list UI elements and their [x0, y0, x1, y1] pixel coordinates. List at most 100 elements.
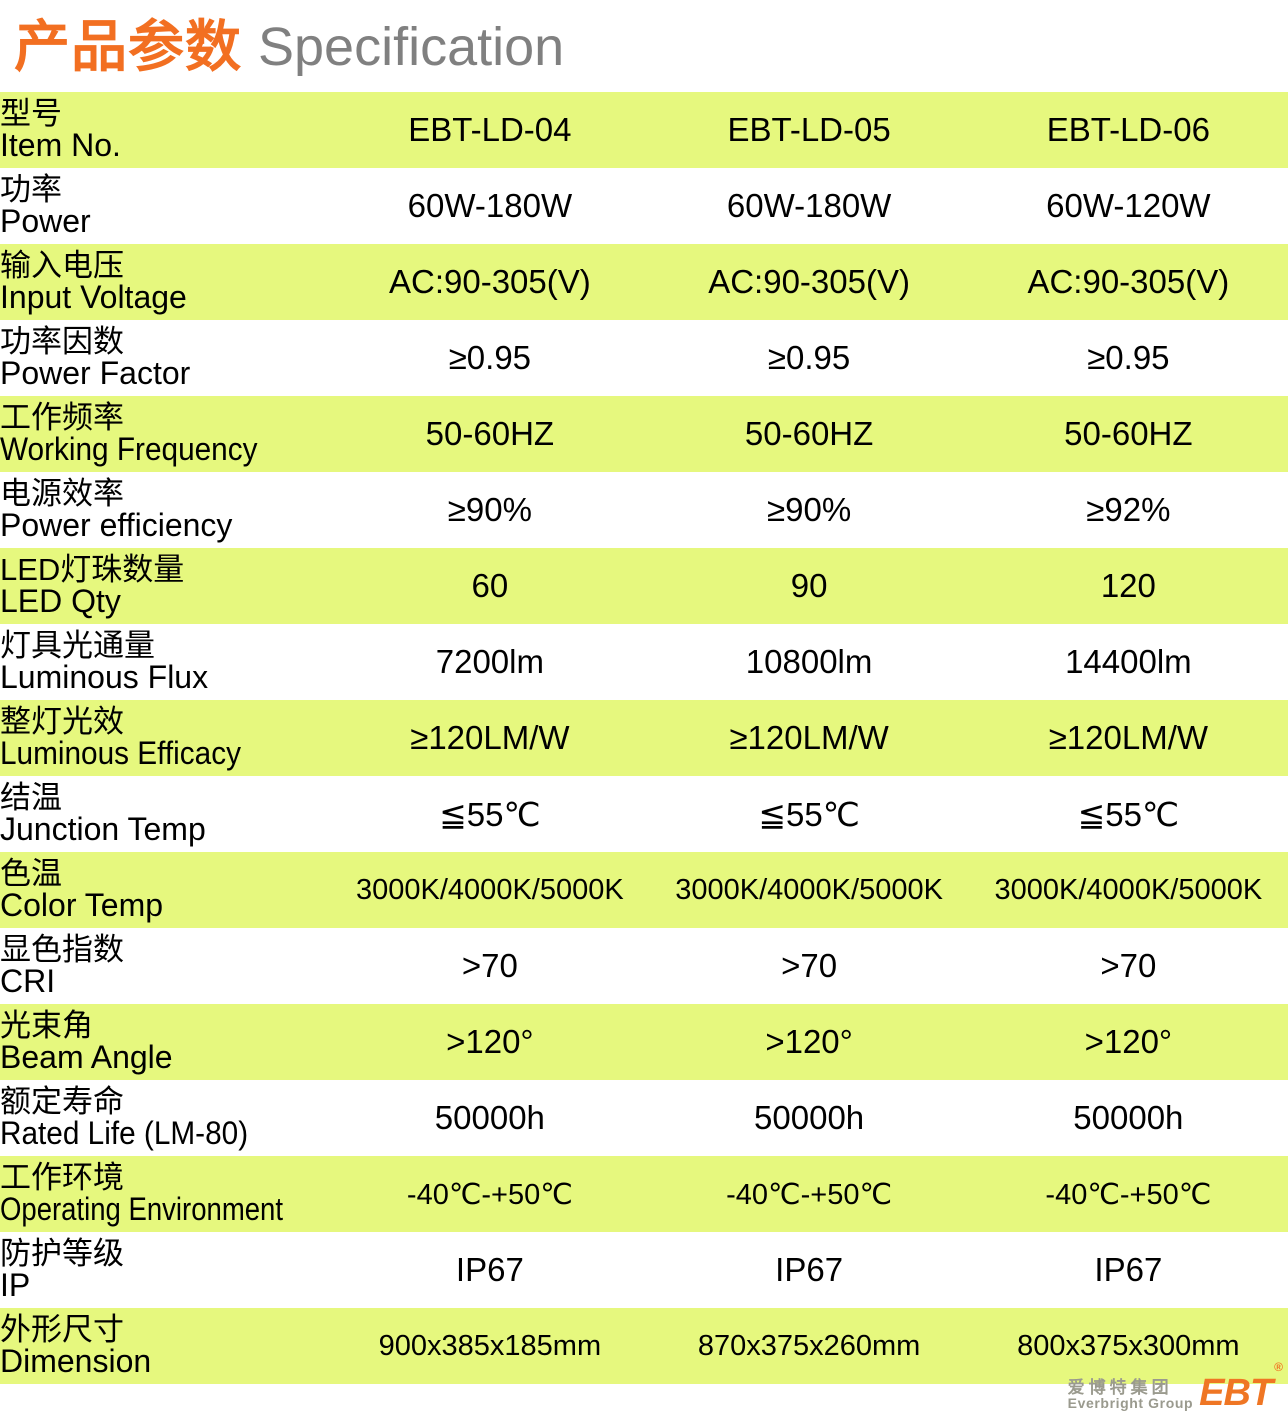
row-label-cn: 色温	[0, 855, 62, 891]
row-value: 50-60HZ	[425, 415, 555, 452]
row-label-en: Beam Angle	[0, 1039, 173, 1076]
row-label-led-qty: LED灯珠数量 LED Qty	[0, 548, 330, 624]
row-value: -40℃-+50℃	[406, 1178, 573, 1211]
row-value: AC:90-305(V)	[388, 263, 591, 300]
row-value: ≥90%	[447, 491, 532, 528]
table-row: 色温 Color Temp 3000K/4000K/5000K 3000K/40…	[0, 852, 1288, 928]
row-label-en: IP	[0, 1267, 31, 1304]
row-value: 50000h	[434, 1099, 545, 1136]
row-value: 50000h	[1073, 1099, 1184, 1136]
row-label-cn: 工作频率	[0, 399, 124, 435]
table-row: 工作环境 Operating Environment -40℃-+50℃ -40…	[0, 1156, 1288, 1232]
row-value: AC:90-305(V)	[708, 263, 910, 300]
row-label-luminous-flux: 灯具光通量 Luminous Flux	[0, 624, 330, 700]
row-value: ≥90%	[767, 491, 852, 528]
row-label-en: CRI	[0, 963, 56, 1000]
row-value: 120	[1100, 567, 1156, 604]
row-value: ≦55℃	[439, 795, 541, 833]
row-label-cri: 显色指数 CRI	[0, 928, 330, 1004]
row-label-dimension: 外形尺寸 Dimension	[0, 1308, 330, 1384]
row-value: EBT-LD-04	[408, 111, 572, 148]
row-value: 90	[790, 567, 828, 604]
row-value: >120°	[446, 1023, 534, 1060]
row-label-cn: 结温	[0, 779, 62, 815]
row-value: EBT-LD-05	[727, 111, 891, 148]
row-value: AC:90-305(V)	[1027, 263, 1230, 300]
row-label-color-temp: 色温 Color Temp	[0, 852, 330, 928]
table-row: 光束角 Beam Angle >120° >120° >120°	[0, 1004, 1288, 1080]
row-label-power: 功率 Power	[0, 168, 330, 244]
row-label-cn: 灯具光通量	[0, 627, 155, 663]
row-label-cn: 型号	[0, 95, 62, 131]
row-label-en: Luminous Flux	[0, 659, 209, 696]
row-value: >70	[461, 947, 518, 984]
row-label-cn: 工作环境	[0, 1159, 124, 1195]
row-label-en: Working Frequency	[0, 431, 258, 468]
row-value: >120°	[1084, 1023, 1173, 1060]
row-label-ip: 防护等级 IP	[0, 1232, 330, 1308]
table-row: 外形尺寸 Dimension 900x385x185mm 870x375x260…	[0, 1308, 1288, 1384]
row-value: >70	[1100, 947, 1157, 984]
row-label-power-efficiency: 电源效率 Power efficiency	[0, 472, 330, 548]
row-value: -40℃-+50℃	[726, 1178, 893, 1211]
row-label-en: Power efficiency	[0, 507, 233, 544]
row-value: ≥0.95	[448, 339, 532, 376]
row-label-en: LED Qty	[0, 583, 121, 620]
row-value: 60	[471, 567, 509, 604]
row-value: >120°	[765, 1023, 853, 1060]
row-label-cn: 光束角	[0, 1007, 93, 1043]
row-value: 3000K/4000K/5000K	[994, 873, 1263, 906]
row-value: 10800lm	[745, 643, 873, 680]
table-row: 显色指数 CRI >70 >70 >70	[0, 928, 1288, 1004]
row-value: 7200lm	[435, 643, 544, 680]
specification-table-body: 型号 Item No. EBT-LD-04 EBT-LD-05 EBT-LD-0…	[0, 92, 1288, 1384]
row-value: IP67	[775, 1251, 844, 1288]
table-row: 功率 Power 60W-180W 60W-180W 60W-120W	[0, 168, 1288, 244]
row-label-item-no: 型号 Item No.	[0, 92, 330, 168]
row-label-en: Input Voltage	[0, 279, 187, 316]
row-value: -40℃-+50℃	[1045, 1178, 1212, 1211]
row-label-en: Operating Environment	[0, 1191, 283, 1228]
row-label-cn: 电源效率	[0, 475, 124, 511]
row-value: 60W-180W	[407, 187, 573, 224]
table-row: 防护等级 IP IP67 IP67 IP67	[0, 1232, 1288, 1308]
row-label-en: Dimension	[0, 1343, 152, 1380]
row-label-en: Rated Life (LM-80)	[0, 1115, 249, 1152]
row-label-beam-angle: 光束角 Beam Angle	[0, 1004, 330, 1080]
row-label-en: Item No.	[0, 127, 121, 164]
row-label-cn: 外形尺寸	[0, 1311, 124, 1347]
row-value: 50-60HZ	[744, 415, 874, 452]
row-label-cn: 显色指数	[0, 931, 124, 967]
row-label-junction-temp: 结温 Junction Temp	[0, 776, 330, 852]
table-row: 额定寿命 Rated Life (LM-80) 50000h 50000h 50…	[0, 1080, 1288, 1156]
row-value: 900x385x185mm	[378, 1329, 602, 1362]
table-row: 电源效率 Power efficiency ≥90% ≥90% ≥92%	[0, 472, 1288, 548]
row-label-cn: 功率因数	[0, 323, 124, 359]
row-label-cn: LED灯珠数量	[0, 551, 185, 587]
row-value: IP67	[1094, 1251, 1163, 1288]
row-label-cn: 功率	[0, 171, 62, 207]
row-label-operating-environment: 工作环境 Operating Environment	[0, 1156, 330, 1232]
row-value: 14400lm	[1065, 643, 1192, 680]
row-label-luminous-efficacy: 整灯光效 Luminous Efficacy	[0, 700, 330, 776]
row-label-power-factor: 功率因数 Power Factor	[0, 320, 330, 396]
row-label-en: Color Temp	[0, 887, 164, 924]
page-title-en: Specification	[258, 17, 565, 77]
row-value: ≥120LM/W	[729, 719, 889, 756]
row-value: 60W-180W	[726, 187, 892, 224]
row-value: EBT-LD-06	[1046, 111, 1210, 148]
specification-table: 型号 Item No. EBT-LD-04 EBT-LD-05 EBT-LD-0…	[0, 92, 1288, 1384]
row-value: IP67	[455, 1251, 524, 1288]
table-row: 输入电压 Input Voltage AC:90-305(V) AC:90-30…	[0, 244, 1288, 320]
row-value: ≥120LM/W	[410, 719, 570, 756]
row-value: ≥0.95	[767, 339, 851, 376]
table-row: 功率因数 Power Factor ≥0.95 ≥0.95 ≥0.95	[0, 320, 1288, 396]
row-label-en: Power Factor	[0, 355, 191, 392]
row-label-cn: 输入电压	[0, 247, 124, 283]
row-label-cn: 整灯光效	[0, 703, 124, 739]
page-title-cn: 产品参数	[14, 15, 242, 78]
row-value: ≦55℃	[758, 795, 860, 833]
row-label-rated-life: 额定寿命 Rated Life (LM-80)	[0, 1080, 330, 1156]
table-row: 型号 Item No. EBT-LD-04 EBT-LD-05 EBT-LD-0…	[0, 92, 1288, 168]
row-label-cn: 额定寿命	[0, 1083, 124, 1119]
